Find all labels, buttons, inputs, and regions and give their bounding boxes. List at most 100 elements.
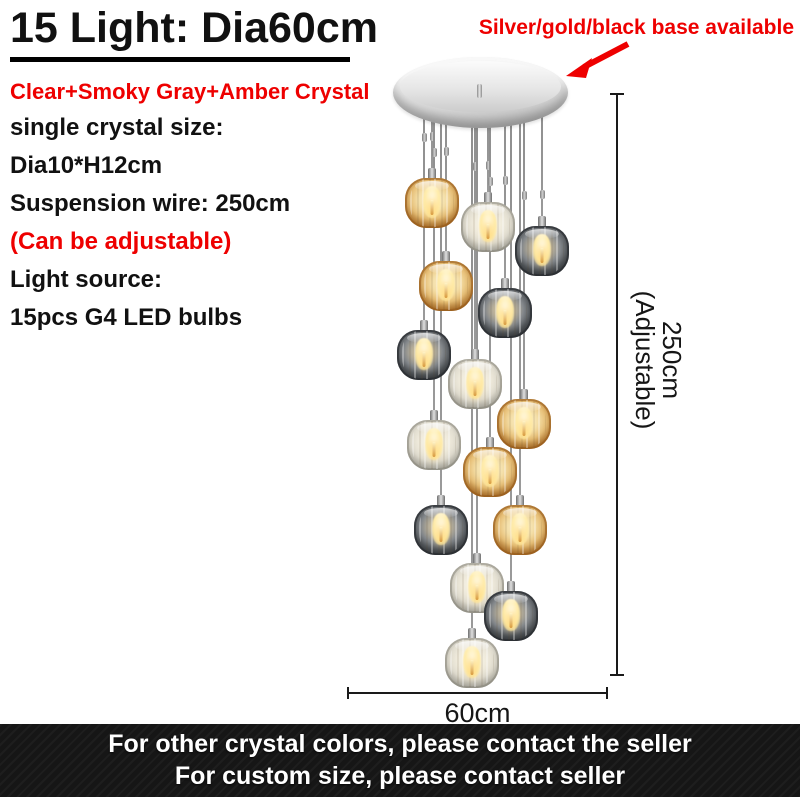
wire-adjuster-icon (431, 148, 437, 157)
bulb-filament (486, 224, 490, 239)
crystal-pendant-smoky (414, 495, 468, 555)
crystal-glass (397, 330, 451, 380)
pendant-cap-icon (473, 553, 481, 565)
pendant-cap-icon (420, 320, 428, 332)
suspension-wire (510, 104, 512, 585)
crystal-glass (461, 202, 515, 252)
crystal-pendant-amber (419, 251, 473, 311)
width-dimension-label: 60cm (444, 698, 511, 728)
crystal-glass (414, 505, 468, 555)
crystal-glass (463, 447, 517, 497)
bulb-filament (540, 248, 544, 263)
spec-suspension-wire: Suspension wire: 250cm (10, 190, 291, 218)
bulb-filament (444, 283, 448, 298)
crystal-pendant-clear (445, 628, 499, 688)
crystal-glass (445, 638, 499, 688)
arrow-icon (566, 41, 630, 78)
pendant-cap-icon (471, 349, 479, 361)
suspension-wire (541, 104, 543, 220)
bulb-filament (470, 660, 474, 675)
spec-crystal-size-value: Dia10*H12cm (10, 152, 163, 180)
footer-line-2: For custom size, please contact seller (174, 762, 626, 790)
spec-light-source-label: Light source: (10, 266, 163, 294)
crystal-pendant-smoky (478, 278, 532, 338)
pendant-cap-icon (486, 437, 494, 449)
pendant-cap-icon (484, 192, 492, 204)
title-underline (10, 57, 350, 63)
bulb-filament (488, 469, 492, 484)
suspension-wire (487, 104, 489, 196)
crystal-glass (448, 359, 502, 409)
bulb-filament (522, 421, 526, 436)
wire-adjuster-icon (539, 190, 545, 199)
spec-bulbs-value: 15pcs G4 LED bulbs (10, 304, 243, 332)
crystal-pendant-clear (407, 410, 461, 470)
crystal-pendant-amber (497, 389, 551, 449)
crystal-pendant-clear (448, 349, 502, 409)
pendant-cap-icon (538, 216, 546, 228)
bulb-filament (473, 381, 477, 396)
wire-adjuster-icon (443, 147, 449, 156)
spec-adjustable-note: (Can be adjustable) (10, 228, 232, 256)
suspension-wire (489, 104, 491, 441)
footer-banner: For other crystal colors, please contact… (0, 724, 800, 797)
base-availability-note: Silver/gold/black base available (478, 16, 794, 39)
suspension-wire (504, 104, 506, 282)
spec-block: 15 Light: Dia60cm Clear+Smoky Gray+Amber… (10, 4, 378, 337)
height-dimension-line (610, 93, 624, 676)
ceiling-canopy (393, 57, 568, 128)
canopy-fitting-icon (477, 84, 482, 98)
pendant-cap-icon (520, 389, 528, 401)
crystal-glass (419, 261, 473, 311)
pendant-cap-icon (516, 495, 524, 507)
crystal-glass (407, 420, 461, 470)
footer-line-1: For other crystal colors, please contact… (108, 730, 692, 758)
wire-adjuster-icon (485, 161, 491, 170)
crystal-glass (497, 399, 551, 449)
bulb-filament (518, 527, 522, 542)
crystal-pendant-smoky (484, 581, 538, 641)
suspension-wire (433, 104, 435, 414)
wire-adjuster-icon (521, 191, 527, 200)
wire-adjuster-icon (502, 176, 508, 185)
height-dimension-label: 250cm (Adjustable) (630, 290, 687, 430)
spec-crystal-size-label: single crystal size: (10, 114, 224, 142)
bulb-filament (439, 527, 443, 542)
bulb-filament (475, 585, 479, 600)
crystal-pendant-amber (463, 437, 517, 497)
crystal-pendant-amber (405, 168, 459, 228)
wire-adjuster-icon (429, 132, 435, 141)
height-value: 250cm (657, 320, 687, 400)
height-qualifier: (Adjustable) (630, 290, 660, 430)
bulb-filament (430, 200, 434, 215)
bulb-filament (432, 442, 436, 457)
pendant-cap-icon (430, 410, 438, 422)
width-dimension-line (347, 687, 608, 699)
crystal-pendant-amber (493, 495, 547, 555)
crystal-pendant-clear (450, 553, 504, 613)
crystal-glass (493, 505, 547, 555)
crystal-glass (484, 591, 538, 641)
crystal-pendant-smoky (397, 320, 451, 380)
pendant-cap-icon (428, 168, 436, 180)
crystal-glass (515, 226, 569, 276)
pendant-cap-icon (507, 581, 515, 593)
wire-adjuster-icon (421, 133, 427, 142)
bulb-filament (422, 352, 426, 367)
suspension-wire (476, 104, 478, 557)
spec-crystal-colors: Clear+Smoky Gray+Amber Crystal (10, 79, 370, 105)
pendant-cap-icon (501, 278, 509, 290)
pendant-cap-icon (437, 495, 445, 507)
crystal-pendant-clear (461, 192, 515, 252)
wire-adjuster-icon (487, 177, 493, 186)
wire-adjuster-icon (472, 162, 478, 171)
crystal-glass (478, 288, 532, 338)
crystal-pendant-smoky (515, 216, 569, 276)
bulb-filament (503, 310, 507, 325)
bulb-filament (509, 613, 513, 628)
pendant-cap-icon (468, 628, 476, 640)
page-title: 15 Light: Dia60cm (10, 4, 378, 52)
crystal-glass (450, 563, 504, 613)
